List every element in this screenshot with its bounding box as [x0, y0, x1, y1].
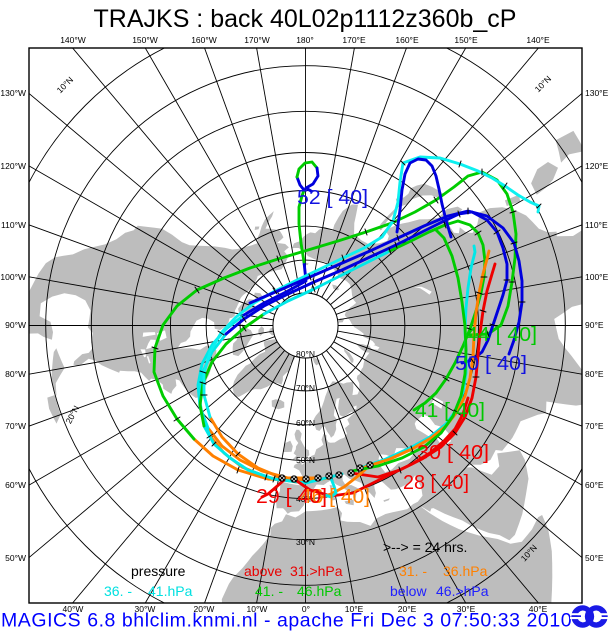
svg-text:140°E: 140°E: [526, 35, 550, 45]
svg-text:>--> = 24 hrs.: >--> = 24 hrs.: [383, 539, 467, 555]
svg-text:80°E: 80°E: [585, 369, 604, 379]
svg-text:60°E: 60°E: [585, 480, 604, 490]
svg-text:50°N: 50°N: [296, 455, 315, 465]
svg-text:31. -: 31. -: [399, 563, 427, 579]
svg-text:36. -: 36. -: [104, 583, 132, 599]
svg-text:below: below: [390, 583, 427, 599]
svg-text:160°W: 160°W: [191, 35, 217, 45]
svg-text:180°: 180°: [296, 35, 314, 45]
svg-text:41. -: 41. -: [255, 583, 283, 599]
svg-text:41.hPa: 41.hPa: [148, 583, 193, 599]
svg-text:100°E: 100°E: [585, 272, 609, 282]
svg-text:TRAJKS : back 40L02p1112z360b_: TRAJKS : back 40L02p1112z360b_cP: [94, 5, 517, 33]
svg-text:170°W: 170°W: [244, 35, 270, 45]
svg-text:120°W: 120°W: [0, 161, 26, 171]
svg-text:160°E: 160°E: [395, 35, 419, 45]
svg-text:46.>hPa: 46.>hPa: [436, 583, 489, 599]
svg-text:170°E: 170°E: [342, 35, 366, 45]
svg-text:90°W: 90°W: [5, 320, 26, 330]
svg-text:41 [ 40]: 41 [ 40]: [415, 399, 485, 422]
svg-text:70°E: 70°E: [585, 421, 604, 431]
svg-text:50 [ 40]: 50 [ 40]: [455, 352, 527, 375]
svg-text:above: above: [244, 563, 282, 579]
svg-text:44 [ 40]: 44 [ 40]: [466, 323, 537, 346]
svg-text:36.hPa: 36.hPa: [443, 563, 488, 579]
svg-text:31.>hPa: 31.>hPa: [290, 563, 343, 579]
svg-text:120°E: 120°E: [585, 161, 609, 171]
svg-text:70°W: 70°W: [5, 421, 26, 431]
svg-text:MAGICS 6.8 bhlclim.knmi.nl - a: MAGICS 6.8 bhlclim.knmi.nl - apache Fri …: [1, 610, 572, 632]
svg-text:60°W: 60°W: [5, 480, 26, 490]
svg-text:90°E: 90°E: [585, 320, 604, 330]
svg-text:110°E: 110°E: [585, 220, 608, 230]
svg-text:30°N: 30°N: [296, 537, 315, 547]
svg-text:50°E: 50°E: [585, 553, 604, 563]
svg-text:60°N: 60°N: [296, 418, 315, 428]
svg-text:80°N: 80°N: [296, 349, 315, 359]
svg-text:52 [ 40]: 52 [ 40]: [297, 186, 368, 209]
svg-text:29 [ 40]: 29 [ 40]: [256, 485, 327, 508]
svg-text:130°E: 130°E: [585, 88, 609, 98]
svg-text:70°N: 70°N: [296, 383, 315, 393]
svg-text:140°W: 140°W: [60, 35, 86, 45]
svg-text:100°W: 100°W: [0, 272, 26, 282]
svg-text:46.hPa: 46.hPa: [297, 583, 342, 599]
svg-text:30 [ 40]: 30 [ 40]: [417, 441, 489, 464]
svg-text:150°E: 150°E: [454, 35, 478, 45]
svg-text:150°W: 150°W: [132, 35, 158, 45]
svg-text:80°W: 80°W: [5, 369, 26, 379]
svg-text:130°W: 130°W: [0, 88, 26, 98]
svg-text:28 [ 40]: 28 [ 40]: [403, 471, 469, 494]
svg-text:50°W: 50°W: [5, 553, 26, 563]
svg-text:pressure: pressure: [131, 563, 186, 579]
svg-text:110°W: 110°W: [1, 220, 26, 230]
